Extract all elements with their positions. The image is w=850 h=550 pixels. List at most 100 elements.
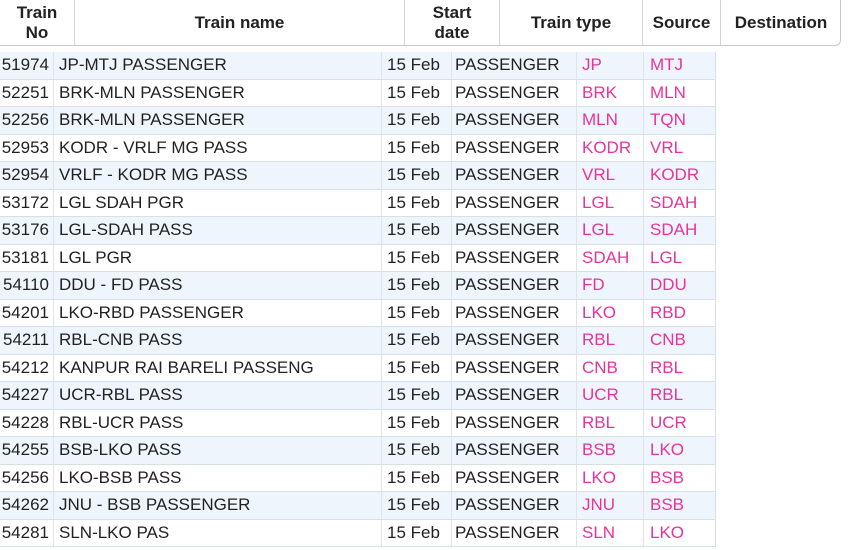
source-station-link[interactable]: JP <box>577 52 644 79</box>
destination-station-link[interactable]: LKO <box>650 440 685 460</box>
source-station-link[interactable]: VRL <box>577 162 644 189</box>
table-row[interactable]: 54255 BSB-LKO PASS 15 Feb PASSENGER BSB LKO <box>0 437 716 465</box>
source-station-link[interactable]: MLN <box>577 107 644 134</box>
table-row[interactable]: 52953 KODR - VRLF MG PASS 15 Feb PASSENGER K… <box>0 134 716 162</box>
source-station-link[interactable]: SDAH <box>577 244 644 271</box>
source-station-link[interactable]: LKO <box>577 299 644 326</box>
destination-station-link[interactable]: VRL <box>650 137 684 157</box>
table-row[interactable]: 54227 UCR-RBL PASS 15 Feb PASSENGER UCR RBL <box>0 382 716 410</box>
train-name-cell: LGL-SDAH PASS <box>54 217 382 244</box>
table-row[interactable]: 54256 LKO-BSB PASS 15 Feb PASSENGER LKO BSB <box>0 464 716 492</box>
train-name-cell: VRLF - KODR MG PASS <box>54 162 382 189</box>
source-station-link[interactable]: CNB <box>577 354 644 381</box>
train-type-cell: PASSENGER <box>452 52 577 79</box>
column-header-source[interactable]: Source <box>643 0 721 45</box>
table-row[interactable]: 54212 KANPUR RAI BARELI PASSENG 15 Feb PASS… <box>0 354 716 382</box>
destination-station-link[interactable]: RBL <box>650 385 684 405</box>
train-name-cell: LKO-RBD PASSENGER <box>54 299 382 326</box>
destination-station-link[interactable]: LKO <box>650 522 685 542</box>
table-row[interactable]: 54262 JNU - BSB PASSENGER 15 Feb PASSENGER J… <box>0 492 716 520</box>
train-number-cell: 54281 <box>0 519 54 546</box>
train-name-cell: SLN-LKO PAS <box>54 519 382 546</box>
source-station-link[interactable]: RBL <box>577 409 644 436</box>
train-number-cell: 52251 <box>0 79 54 106</box>
train-type-cell: PASSENGER <box>452 107 577 134</box>
start-date-cell: 15 Feb <box>382 134 452 161</box>
table-row[interactable]: 53181 LGL PGR 15 Feb PASSENGER SDAH LGL <box>0 244 716 272</box>
source-station-link[interactable]: BRK <box>577 79 644 106</box>
train-number-cell: 54110 <box>0 272 54 299</box>
table-body: 51974 JP-MTJ PASSENGER 15 Feb PASSENGER JP MT… <box>0 52 716 547</box>
table-row[interactable]: 53172 LGL SDAH PGR 15 Feb PASSENGER LGL SDAH <box>0 189 716 217</box>
source-station-link[interactable]: LGL <box>577 217 644 244</box>
table-row[interactable]: 54228 RBL-UCR PASS 15 Feb PASSENGER RBL UCR <box>0 409 716 437</box>
destination-station-link[interactable]: SDAH <box>650 220 698 240</box>
start-date-cell: 15 Feb <box>382 299 452 326</box>
train-name-cell: KANPUR RAI BARELI PASSENG <box>54 354 382 381</box>
train-number-cell: 54227 <box>0 382 54 409</box>
destination-station-link[interactable]: BSB <box>650 495 685 515</box>
source-station-link[interactable]: LKO <box>577 464 644 491</box>
source-station-link[interactable]: RBL <box>577 327 644 354</box>
table-row[interactable]: 54211 RBL-CNB PASS 15 Feb PASSENGER RBL CNB <box>0 327 716 355</box>
destination-station-link[interactable]: KODR <box>650 165 700 185</box>
source-station-link[interactable]: JNU <box>577 492 644 519</box>
train-number-cell: 53172 <box>0 189 54 216</box>
train-type-cell: PASSENGER <box>452 79 577 106</box>
train-type-cell: PASSENGER <box>452 382 577 409</box>
train-name-cell: KODR - VRLF MG PASS <box>54 134 382 161</box>
destination-station-link[interactable]: BSB <box>650 467 685 487</box>
destination-station-link[interactable]: LGL <box>650 247 683 267</box>
column-header-train-no[interactable]: Train No <box>0 0 75 45</box>
train-number-cell: 54212 <box>0 354 54 381</box>
source-station-link[interactable]: FD <box>577 272 644 299</box>
train-name-cell: BRK-MLN PASSENGER <box>54 107 382 134</box>
destination-station-link[interactable]: MTJ <box>650 55 684 75</box>
train-number-cell: 54228 <box>0 409 54 436</box>
train-name-cell: DDU - FD PASS <box>54 272 382 299</box>
destination-station-link[interactable]: RBL <box>650 357 684 377</box>
destination-station-link[interactable]: UCR <box>650 412 687 432</box>
destination-station-link[interactable]: TQN <box>650 110 686 130</box>
source-station-link[interactable]: UCR <box>577 382 644 409</box>
start-date-cell: 15 Feb <box>382 492 452 519</box>
destination-station-link[interactable]: MLN <box>650 82 686 102</box>
source-station-link[interactable]: BSB <box>577 437 644 464</box>
table-row[interactable]: 54281 SLN-LKO PAS 15 Feb PASSENGER SLN LKO <box>0 519 716 547</box>
column-header-start-date[interactable]: Start date <box>405 0 500 45</box>
column-header-train-type[interactable]: Train type <box>500 0 643 45</box>
start-date-cell: 15 Feb <box>382 162 452 189</box>
column-header-destination[interactable]: Destination <box>734 12 828 32</box>
start-date-cell: 15 Feb <box>382 79 452 106</box>
train-number-cell: 54201 <box>0 299 54 326</box>
start-date-cell: 15 Feb <box>382 244 452 271</box>
table-row[interactable]: 52954 VRLF - KODR MG PASS 15 Feb PASSENGER V… <box>0 162 716 190</box>
train-type-cell: PASSENGER <box>452 189 577 216</box>
source-station-link[interactable]: LGL <box>577 189 644 216</box>
table-row[interactable]: 52256 BRK-MLN PASSENGER 15 Feb PASSENGER MLN… <box>0 107 716 135</box>
table-row[interactable]: 52251 BRK-MLN PASSENGER 15 Feb PASSENGER BRK… <box>0 79 716 107</box>
train-number-cell: 54211 <box>0 327 54 354</box>
destination-station-link[interactable]: SDAH <box>650 192 698 212</box>
destination-station-link[interactable]: CNB <box>650 330 686 350</box>
train-type-cell: PASSENGER <box>452 134 577 161</box>
destination-station-link[interactable]: DDU <box>650 275 687 295</box>
source-station-link[interactable]: SLN <box>577 519 644 546</box>
start-date-cell: 15 Feb <box>382 189 452 216</box>
table-row[interactable]: 51974 JP-MTJ PASSENGER 15 Feb PASSENGER JP MT… <box>0 52 716 80</box>
train-name-cell: BRK-MLN PASSENGER <box>54 79 382 106</box>
source-station-link[interactable]: KODR <box>577 134 644 161</box>
train-type-cell: PASSENGER <box>452 162 577 189</box>
table-row[interactable]: 53176 LGL-SDAH PASS 15 Feb PASSENGER LGL SDAH <box>0 217 716 245</box>
destination-station-link[interactable]: RBD <box>650 302 686 322</box>
table-row[interactable]: 54201 LKO-RBD PASSENGER 15 Feb PASSENGER LKO… <box>0 299 716 327</box>
train-number-cell: 51974 <box>0 52 54 79</box>
train-type-cell: PASSENGER <box>452 492 577 519</box>
train-name-cell: JNU - BSB PASSENGER <box>54 492 382 519</box>
train-number-cell: 52256 <box>0 107 54 134</box>
column-header-train-name[interactable]: Train name <box>75 0 405 45</box>
train-number-cell: 54256 <box>0 464 54 491</box>
table-row[interactable]: 54110 DDU - FD PASS 15 Feb PASSENGER FD DDU <box>0 272 716 300</box>
train-number-cell: 52953 <box>0 134 54 161</box>
